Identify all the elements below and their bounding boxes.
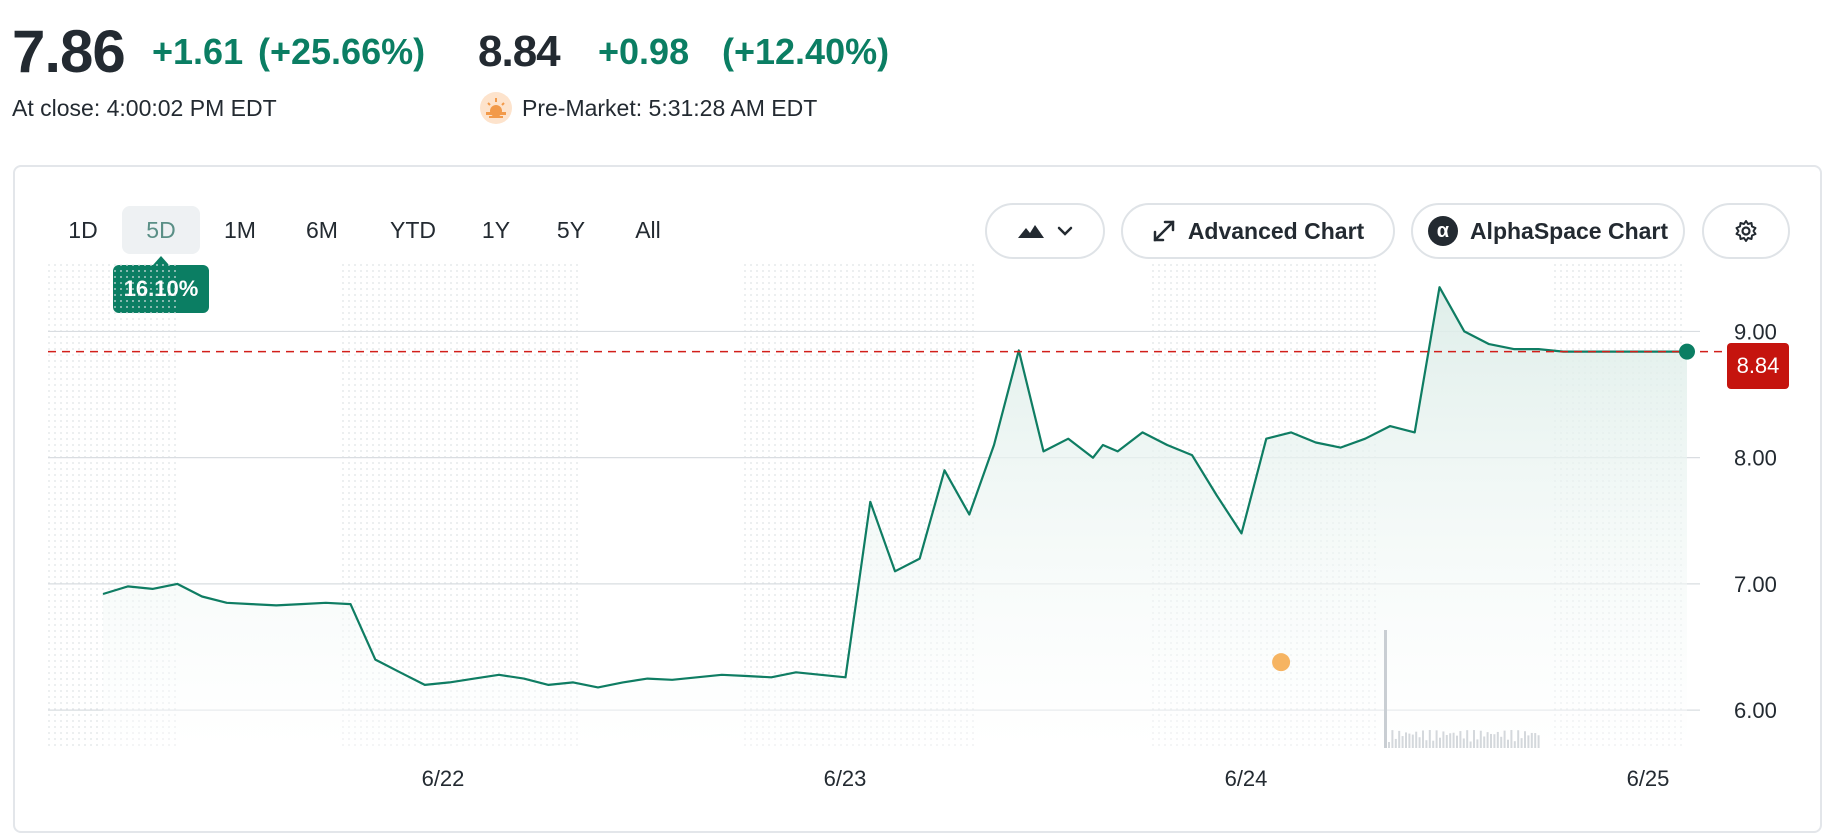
premarket-marker xyxy=(1272,653,1291,672)
volume-bar xyxy=(1517,730,1520,748)
volume-bar xyxy=(1391,730,1394,748)
volume-bar xyxy=(1534,733,1537,748)
volume-bar xyxy=(1449,733,1452,748)
alpha-icon: α xyxy=(1427,216,1458,246)
volume-bar xyxy=(1503,730,1506,748)
volume-bar xyxy=(1490,733,1492,748)
range-tab-5y[interactable]: 5Y xyxy=(556,217,586,243)
volume-bar xyxy=(1510,730,1513,748)
volume-bar xyxy=(1405,732,1407,748)
range-tab-6m[interactable]: 6M xyxy=(306,217,338,243)
range-tab-1d[interactable]: 1D xyxy=(68,217,98,243)
close-change-percent: (+25.66%) xyxy=(258,31,426,72)
price-area-fill xyxy=(103,287,1687,748)
x-tick-label: 6/23 xyxy=(824,766,867,791)
volume-bar xyxy=(1473,730,1475,748)
y-tick-label: 7.00 xyxy=(1734,572,1777,597)
volume-bar xyxy=(1513,741,1516,748)
volume-bar xyxy=(1483,736,1486,748)
volume-bar xyxy=(1445,734,1448,748)
volume-bar xyxy=(1408,733,1411,748)
volume-bar xyxy=(1388,742,1390,748)
x-tick-label: 6/25 xyxy=(1627,766,1670,791)
volume-bar xyxy=(1524,731,1526,748)
range-tab-ytd[interactable]: YTD xyxy=(390,217,436,243)
last-price-marker xyxy=(1679,343,1695,360)
volume-bar xyxy=(1493,734,1496,748)
volume-bar xyxy=(1479,730,1482,748)
volume-bar xyxy=(1422,730,1424,748)
expand-arrows-icon xyxy=(1152,219,1176,243)
volume-bar xyxy=(1476,739,1479,748)
advanced-chart-label: Advanced Chart xyxy=(1187,217,1365,244)
sunrise-icon xyxy=(480,92,512,124)
volume-bar xyxy=(1469,741,1472,748)
chart-type-dropdown[interactable] xyxy=(985,203,1105,259)
price-line xyxy=(102,286,1687,689)
chevron-down-icon xyxy=(1057,226,1073,236)
advanced-chart-button[interactable]: Advanced Chart xyxy=(1121,203,1395,259)
y-tick-label: 6.00 xyxy=(1734,698,1777,723)
chart-settings-button[interactable] xyxy=(1702,203,1790,259)
volume-bar xyxy=(1442,731,1445,748)
premarket-time: Pre-Market: 5:31:28 AM EDT xyxy=(522,95,818,121)
volume-bar xyxy=(1452,732,1455,748)
close-time: At close: 4:00:02 PM EDT xyxy=(12,95,277,121)
volume-bar xyxy=(1459,731,1462,748)
close-change: +1.61 xyxy=(152,31,244,72)
alphaspace-chart-label: AlphaSpace Chart xyxy=(1469,217,1669,244)
volume-bar xyxy=(1496,731,1499,748)
mountain-chart-icon xyxy=(1017,222,1045,240)
volume-bar xyxy=(1428,730,1431,748)
volume-bar xyxy=(1435,730,1438,748)
volume-bar xyxy=(1466,730,1469,748)
volume-bar xyxy=(1520,738,1523,748)
alphaspace-chart-button[interactable]: α AlphaSpace Chart xyxy=(1411,203,1685,259)
volume-bar xyxy=(1432,740,1435,748)
volume-bar xyxy=(1401,736,1404,748)
volume-bar xyxy=(1415,731,1418,748)
x-tick-label: 6/24 xyxy=(1225,766,1268,791)
premarket-change: +0.98 xyxy=(598,31,690,72)
gear-icon xyxy=(1734,219,1758,243)
volume-bar xyxy=(1527,735,1530,748)
close-price: 7.86 xyxy=(12,18,126,85)
range-tab-all[interactable]: All xyxy=(635,217,661,243)
volume-bar xyxy=(1425,740,1428,748)
range-tab-1m[interactable]: 1M xyxy=(224,217,256,243)
x-tick-label: 6/22 xyxy=(422,766,465,791)
range-tab-1y[interactable]: 1Y xyxy=(481,217,511,243)
volume-bar xyxy=(1500,736,1503,748)
volume-bar xyxy=(1439,737,1441,748)
volume-bar xyxy=(1462,738,1465,748)
y-tick-label: 9.00 xyxy=(1734,319,1777,344)
range-tab-5d[interactable]: 5D xyxy=(122,206,200,254)
volume-bar xyxy=(1530,732,1533,748)
volume-bar xyxy=(1486,732,1489,748)
volume-bar xyxy=(1394,738,1397,748)
premarket-price: 8.84 xyxy=(478,27,561,76)
volume-bar xyxy=(1398,730,1401,748)
premarket-change-percent: (+12.40%) xyxy=(722,31,890,72)
y-tick-label: 8.00 xyxy=(1734,446,1777,471)
volume-bar xyxy=(1384,630,1387,748)
volume-bar xyxy=(1456,735,1458,748)
volume-bar xyxy=(1418,737,1421,748)
volume-bar xyxy=(1411,734,1414,748)
volume-bar xyxy=(1507,739,1509,748)
volume-bar xyxy=(1537,735,1540,748)
last-price-badge: 8.84 xyxy=(1727,343,1789,389)
